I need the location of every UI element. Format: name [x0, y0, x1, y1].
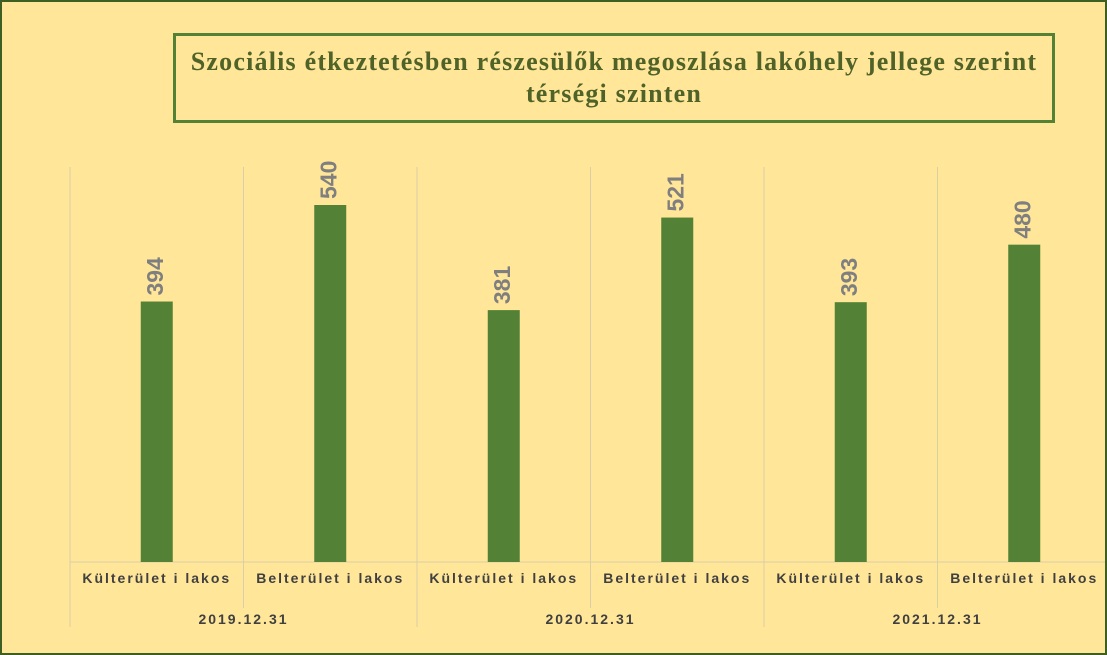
bar — [140, 301, 173, 562]
x-tick-label: Belterület i lakos — [603, 570, 752, 586]
x-tick-label: Külterület i lakos — [82, 570, 232, 586]
group-label: 2019.12.31 — [198, 611, 289, 627]
data-label: 393 — [836, 258, 862, 296]
x-tick-label: Külterület i lakos — [429, 570, 579, 586]
data-label: 394 — [142, 257, 168, 296]
chart-title: Szociális étkeztetésben részesülők megos… — [173, 33, 1055, 123]
x-tick-label: Belterület i lakos — [950, 570, 1099, 586]
bar — [834, 302, 867, 562]
x-tick-label: Külterület i lakos — [776, 570, 926, 586]
bar — [1008, 244, 1041, 562]
bar — [487, 310, 520, 562]
x-tick-label: Belterület i lakos — [256, 570, 405, 586]
bar — [314, 205, 347, 562]
data-label: 521 — [662, 173, 688, 212]
data-label: 480 — [1009, 200, 1035, 238]
bar — [661, 217, 694, 563]
group-label: 2021.12.31 — [892, 611, 983, 627]
group-label: 2020.12.31 — [545, 611, 636, 627]
data-label: 540 — [315, 161, 341, 199]
data-label: 381 — [489, 266, 515, 305]
